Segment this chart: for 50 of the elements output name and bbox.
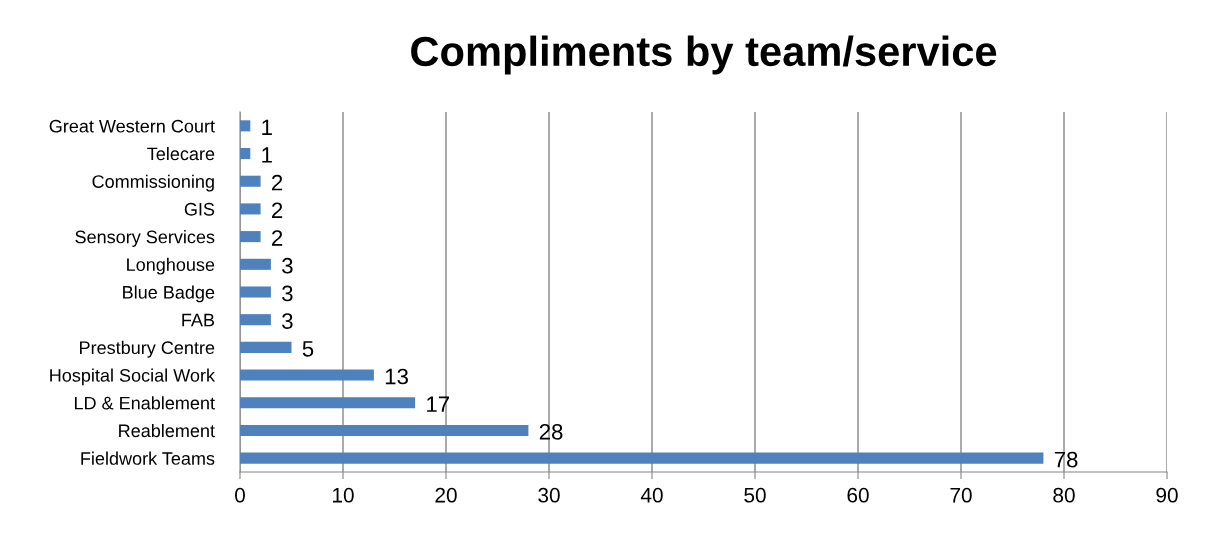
y-tick-label: FAB (182, 313, 215, 327)
x-tick-label: 20 (435, 487, 457, 503)
y-tick-label: Hospital Social Work (50, 368, 216, 386)
x-tick-label: 90 (1156, 487, 1178, 503)
y-tick-label: Sensory Services (75, 230, 215, 247)
y-tick-label: Fieldwork Teams (81, 451, 215, 465)
data-label: 2 (272, 174, 283, 191)
data-label: 3 (282, 313, 293, 329)
data-label: 78 (1054, 451, 1078, 468)
data-label: 2 (272, 202, 283, 218)
bar (240, 231, 261, 243)
x-tick-label: 50 (744, 487, 766, 503)
data-label: 3 (282, 285, 293, 302)
data-label: 1 (262, 147, 272, 163)
x-tick-label: 30 (538, 487, 560, 503)
bar (240, 452, 1044, 464)
y-tick-label: Reablement (119, 423, 215, 438)
bar (240, 148, 251, 160)
data-label: 17 (427, 396, 449, 412)
y-tick-label: LD & Enablement (74, 396, 215, 410)
y-tick-label: Prestbury Centre (80, 340, 215, 358)
bar (240, 120, 251, 132)
y-tick-label: Telecare (147, 147, 215, 161)
x-tick-label: 40 (640, 487, 663, 503)
y-tick-label: Longhouse (127, 257, 215, 275)
data-label: 3 (282, 257, 293, 274)
data-label: 2 (272, 230, 283, 246)
data-label: 13 (385, 368, 408, 385)
bar (240, 175, 261, 187)
x-tick-label: 60 (847, 487, 869, 503)
y-tick-label: Commissioning (92, 174, 214, 192)
y-tick-label: GIS (184, 202, 215, 216)
bar (240, 258, 271, 270)
x-tick-label: 0 (235, 487, 245, 503)
bar (240, 424, 529, 436)
bar (240, 369, 374, 381)
x-tick-label: 10 (333, 487, 354, 503)
data-label: 5 (302, 341, 314, 357)
bar (240, 286, 271, 298)
data-label: 28 (539, 424, 563, 440)
bar (240, 341, 292, 353)
bar (240, 314, 271, 326)
bar (240, 397, 416, 409)
x-tick-label: 70 (950, 487, 972, 503)
y-tick-label: Blue Badge (123, 285, 215, 303)
chart-title: Compliments by team/service (411, 35, 997, 75)
x-tick-label: 80 (1053, 487, 1075, 503)
y-tick-label: Great Western Court (49, 119, 215, 133)
bar (240, 203, 261, 215)
data-label: 1 (262, 119, 272, 135)
